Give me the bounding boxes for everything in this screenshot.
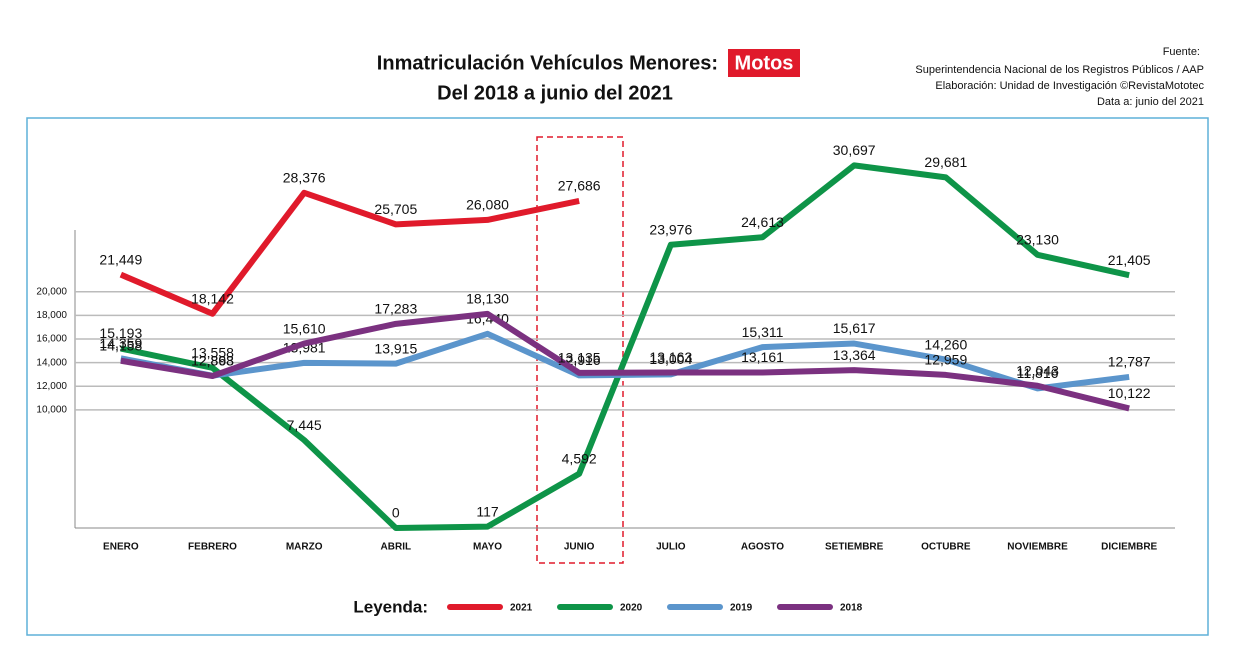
y-tick-label: 12,000 bbox=[36, 381, 67, 392]
data-label: 15,617 bbox=[833, 320, 876, 336]
y-tick-label: 14,000 bbox=[36, 357, 67, 368]
data-label: 28,376 bbox=[283, 170, 326, 186]
x-tick-label: NOVIEMBRE bbox=[1007, 542, 1068, 553]
x-tick-label: MAYO bbox=[473, 542, 502, 553]
series-line bbox=[120, 310, 1130, 412]
y-tick-label: 16,000 bbox=[36, 334, 67, 345]
source: Data a: junio del 2021 bbox=[1097, 96, 1204, 108]
data-label: 18,130 bbox=[466, 291, 509, 307]
x-tick-label: ABRIL bbox=[381, 542, 412, 553]
source: Elaboración: Unidad de Investigación ©Re… bbox=[935, 80, 1204, 92]
x-tick-label: OCTUBRE bbox=[921, 542, 971, 553]
data-label: 4,592 bbox=[562, 450, 597, 466]
data-label: 14,260 bbox=[924, 336, 967, 352]
chart-title: Inmatriculación Vehículos Menores: bbox=[377, 52, 718, 74]
y-tick-label: 18,000 bbox=[36, 310, 67, 321]
data-label: 17,283 bbox=[374, 301, 417, 317]
highlight-frame bbox=[536, 136, 624, 564]
data-label: 7,445 bbox=[287, 417, 322, 433]
x-tick-label: DICIEMBRE bbox=[1101, 542, 1157, 553]
chart-subtitle: Del 2018 a junio del 2021 bbox=[437, 82, 673, 104]
legend-title: Leyenda: bbox=[353, 597, 428, 616]
data-label: 10,122 bbox=[1108, 385, 1151, 401]
data-label: 12,868 bbox=[191, 353, 234, 369]
legend-label: 2018 bbox=[840, 603, 863, 614]
data-label: 14,158 bbox=[99, 337, 142, 353]
data-label: 15,610 bbox=[283, 320, 326, 336]
data-label: 11,816 bbox=[1017, 365, 1059, 381]
legend-label: 2020 bbox=[620, 603, 643, 614]
data-label: 13,364 bbox=[833, 347, 876, 363]
data-label: 21,449 bbox=[99, 251, 142, 267]
data-label: 13,915 bbox=[374, 340, 417, 356]
title-highlight: Motos bbox=[735, 52, 794, 74]
source: Fuente: bbox=[1163, 46, 1200, 58]
data-label: 21,405 bbox=[1108, 252, 1151, 268]
y-tick-label: 20,000 bbox=[36, 286, 67, 297]
data-label: 24,613 bbox=[741, 214, 784, 230]
frame bbox=[26, 117, 1209, 636]
data-label: 12,043 bbox=[1016, 362, 1059, 378]
series-line bbox=[119, 189, 580, 317]
x-tick-label: SETIEMBRE bbox=[825, 542, 884, 553]
x-tick-label: JULIO bbox=[656, 542, 686, 553]
data-label: 12,893 bbox=[191, 352, 234, 368]
data-label: 27,686 bbox=[558, 178, 601, 194]
data-label: 13,161 bbox=[741, 349, 784, 365]
data-label: 13,163 bbox=[649, 349, 692, 365]
data-label: 15,193 bbox=[99, 325, 142, 341]
y-tick-label: 10,000 bbox=[36, 405, 67, 416]
data-label: 29,681 bbox=[924, 154, 967, 170]
series-line bbox=[120, 162, 1130, 531]
x-tick-label: ENERO bbox=[103, 542, 139, 553]
legend-label: 2021 bbox=[510, 603, 533, 614]
data-label: 117 bbox=[476, 503, 499, 519]
data-label: 23,976 bbox=[649, 221, 692, 237]
legend-label: 2019 bbox=[730, 603, 753, 614]
source: Superintendencia Nacional de los Registr… bbox=[915, 64, 1204, 76]
data-label: 15,311 bbox=[742, 324, 784, 340]
x-tick-label: AGOSTO bbox=[741, 542, 784, 553]
data-label: 23,130 bbox=[1016, 231, 1059, 247]
data-label: 13,135 bbox=[558, 350, 601, 366]
data-label: 25,705 bbox=[374, 201, 417, 217]
data-label: 18,142 bbox=[191, 290, 234, 306]
data-label: 26,080 bbox=[466, 197, 509, 213]
x-tick-label: FEBRERO bbox=[188, 542, 237, 553]
x-tick-label: MARZO bbox=[286, 542, 323, 553]
data-label: 13,558 bbox=[191, 345, 234, 361]
data-label: 30,697 bbox=[833, 142, 876, 158]
data-label: 0 bbox=[392, 505, 400, 521]
data-label: 12,959 bbox=[924, 352, 967, 368]
x-tick-label: JUNIO bbox=[564, 542, 595, 553]
data-label: 13,004 bbox=[649, 351, 692, 367]
data-label: 14,359 bbox=[99, 335, 142, 351]
highlight-box bbox=[728, 49, 800, 77]
data-label: 12,787 bbox=[1108, 354, 1151, 370]
